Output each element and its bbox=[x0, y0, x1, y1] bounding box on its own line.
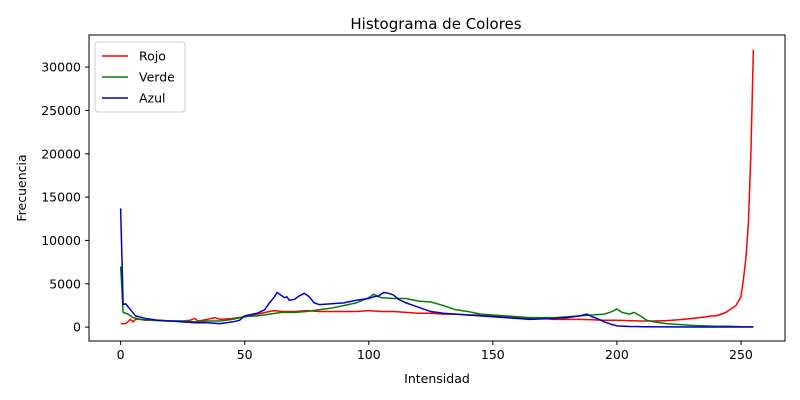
plot-area bbox=[119, 49, 755, 328]
legend: Rojo Verde Azul bbox=[94, 41, 186, 113]
y-axis-label: Frecuencia bbox=[14, 154, 29, 221]
series-line-azul bbox=[119, 208, 754, 328]
y-tick-label: 25000 bbox=[41, 103, 81, 118]
x-tick-label: 0 bbox=[117, 347, 125, 362]
chart-title: Histograma de Colores bbox=[350, 15, 521, 33]
legend-label-rojo: Rojo bbox=[139, 49, 166, 64]
plot-frame bbox=[88, 34, 786, 342]
legend-label-azul: Azul bbox=[139, 91, 166, 106]
y-tick-label: 10000 bbox=[41, 233, 81, 248]
x-axis-label: Intensidad bbox=[404, 371, 470, 386]
x-tick-label: 200 bbox=[605, 347, 629, 362]
x-tick-label: 250 bbox=[729, 347, 753, 362]
legend-box bbox=[94, 41, 186, 113]
x-tick-label: 150 bbox=[481, 347, 505, 362]
x-tick-label: 100 bbox=[357, 347, 381, 362]
legend-label-verde: Verde bbox=[139, 70, 175, 85]
y-tick-label: 15000 bbox=[41, 190, 81, 205]
y-axis: 0 5000 10000 15000 20000 25000 30000 bbox=[41, 60, 89, 335]
y-tick-label: 5000 bbox=[49, 276, 81, 291]
y-tick-label: 20000 bbox=[41, 146, 81, 161]
series-line-verde bbox=[119, 266, 754, 328]
series-line-rojo bbox=[120, 49, 755, 325]
y-tick-label: 30000 bbox=[41, 60, 81, 75]
x-tick-label: 50 bbox=[237, 347, 253, 362]
x-axis: 0 50 100 150 200 250 bbox=[117, 341, 753, 362]
y-tick-label: 0 bbox=[73, 320, 81, 335]
